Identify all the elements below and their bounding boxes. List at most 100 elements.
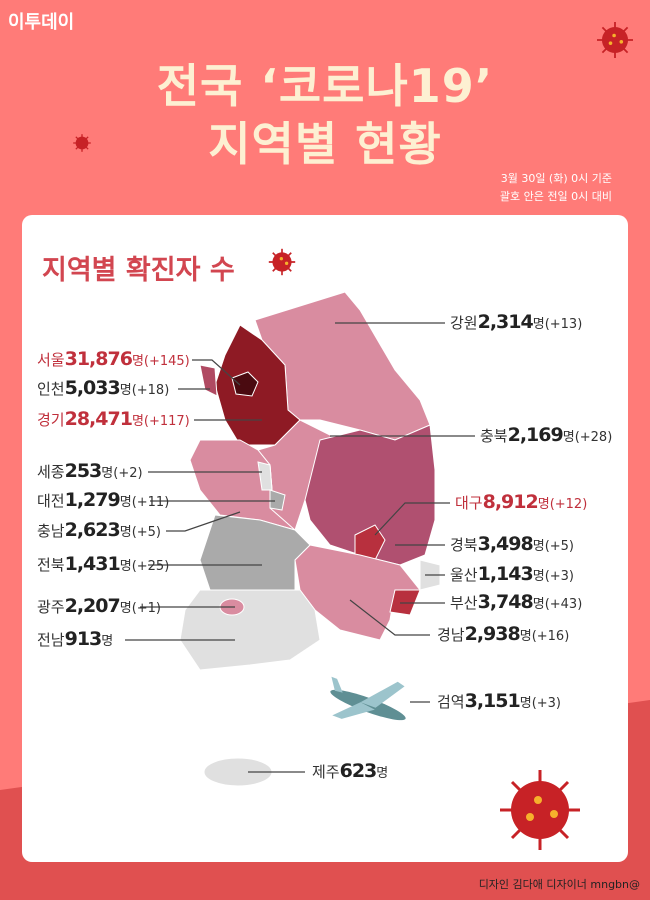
region-label: 경남2,938명(+16) [437,623,569,645]
region-count: 1,143 [477,563,534,585]
unit: 명 [537,497,550,512]
region-jeonnam [179,589,321,671]
region-count: 253 [64,460,103,482]
region-label: 경북3,498명(+5) [450,533,574,555]
region-label: 부산3,748명(+43) [450,591,582,613]
virus-icon [73,134,91,152]
region-label: 전북1,431명(+25) [37,553,169,575]
region-name: 광주 [37,598,65,616]
region-name: 경남 [437,626,465,644]
region-count: 2,207 [64,595,121,617]
region-label: 대전1,279명(+11) [37,489,169,511]
unit: 명 [101,466,114,481]
region-daegu [354,524,386,561]
region-label: 충북2,169명(+28) [480,424,612,446]
unit: 명 [131,414,144,429]
basis-note: 3월 30일 (화) 0시 기준 괄호 안은 전일 0시 대비 [500,170,612,206]
region-label: 세종253명(+2) [37,460,143,482]
region-label: 제주623명 [312,760,388,782]
unit: 명 [119,601,132,616]
region-name: 검역 [437,693,465,711]
region-name: 대구 [455,494,483,512]
unit: 명 [532,597,545,612]
unit: 명 [119,495,132,510]
region-delta: (+13) [544,317,583,332]
region-count: 2,938 [464,623,521,645]
section-subtitle: 지역별 확진자 수 [42,255,235,286]
region-delta: (+3) [531,696,561,711]
page-title-line2: 지역별 현황 [208,117,442,171]
region-name: 부산 [450,594,478,612]
region-label: 대구8,912명(+12) [455,491,587,513]
basis-paren-note: 괄호 안은 전일 0시 대비 [499,190,612,203]
region-count: 3,151 [464,690,521,712]
region-count: 28,471 [64,408,133,430]
region-delta: (+12) [549,497,588,512]
unit: 명 [532,569,545,584]
region-name: 충북 [480,427,508,445]
brand-logo: 이투데이 [8,12,75,33]
region-label: 강원2,314명(+13) [450,311,582,333]
region-jeonbuk [199,514,311,591]
region-label: 경기28,471명(+117) [37,408,190,430]
region-delta: (+43) [544,597,583,612]
virus-icon [268,248,296,276]
region-name: 전남 [37,631,65,649]
region-name: 인천 [37,380,65,398]
region-label: 서울31,876명(+145) [37,348,190,370]
region-label: 전남913명 [37,628,113,650]
region-seoul [231,371,259,397]
unit: 명 [101,634,114,649]
region-count: 913 [64,628,103,650]
virus-icon [500,770,580,850]
region-delta: (+25) [131,559,170,574]
region-count: 1,431 [64,553,121,575]
region-chungnam [189,439,296,531]
region-label: 검역3,151명(+3) [437,690,561,712]
region-label: 인천5,033명(+18) [37,377,169,399]
region-daejeon [269,489,286,511]
region-label: 광주2,207명(+1) [37,595,161,617]
region-delta: (+117) [143,414,190,429]
region-count: 5,033 [64,377,121,399]
region-count: 31,876 [64,348,133,370]
designer-credit: 디자인 김다애 디자이너 mngbn@ [478,878,640,891]
region-count: 8,912 [482,491,539,513]
region-name: 울산 [450,566,478,584]
unit: 명 [562,430,575,445]
leader-lines [125,322,475,773]
region-count: 2,169 [507,424,564,446]
unit: 명 [519,696,532,711]
region-incheon [199,364,218,397]
region-delta: (+2) [113,466,143,481]
unit: 명 [532,317,545,332]
region-name: 강원 [450,314,478,332]
region-count: 623 [339,760,378,782]
region-delta: (+11) [131,495,170,510]
region-name: 경기 [37,411,65,429]
unit: 명 [119,525,132,540]
region-name: 충남 [37,522,65,540]
region-name: 경북 [450,536,478,554]
region-name: 세종 [37,463,65,481]
unit: 명 [532,539,545,554]
airplane-icon [330,676,406,721]
region-sejong [257,461,273,491]
page-title-line1: 전국 ‘코로나19’ [156,59,494,113]
unit: 명 [376,766,389,781]
region-count: 3,498 [477,533,534,555]
region-delta: (+5) [131,525,161,540]
region-gyeongbuk [304,424,436,566]
unit: 명 [119,383,132,398]
region-name: 대전 [37,492,65,510]
region-count: 2,623 [64,519,121,541]
region-delta: (+28) [574,430,613,445]
region-name: 제주 [312,763,340,781]
unit: 명 [519,629,532,644]
region-delta: (+18) [131,383,170,398]
region-label: 울산1,143명(+3) [450,563,574,585]
region-name: 서울 [37,351,65,369]
virus-icon [596,21,634,59]
region-delta: (+3) [544,569,574,584]
